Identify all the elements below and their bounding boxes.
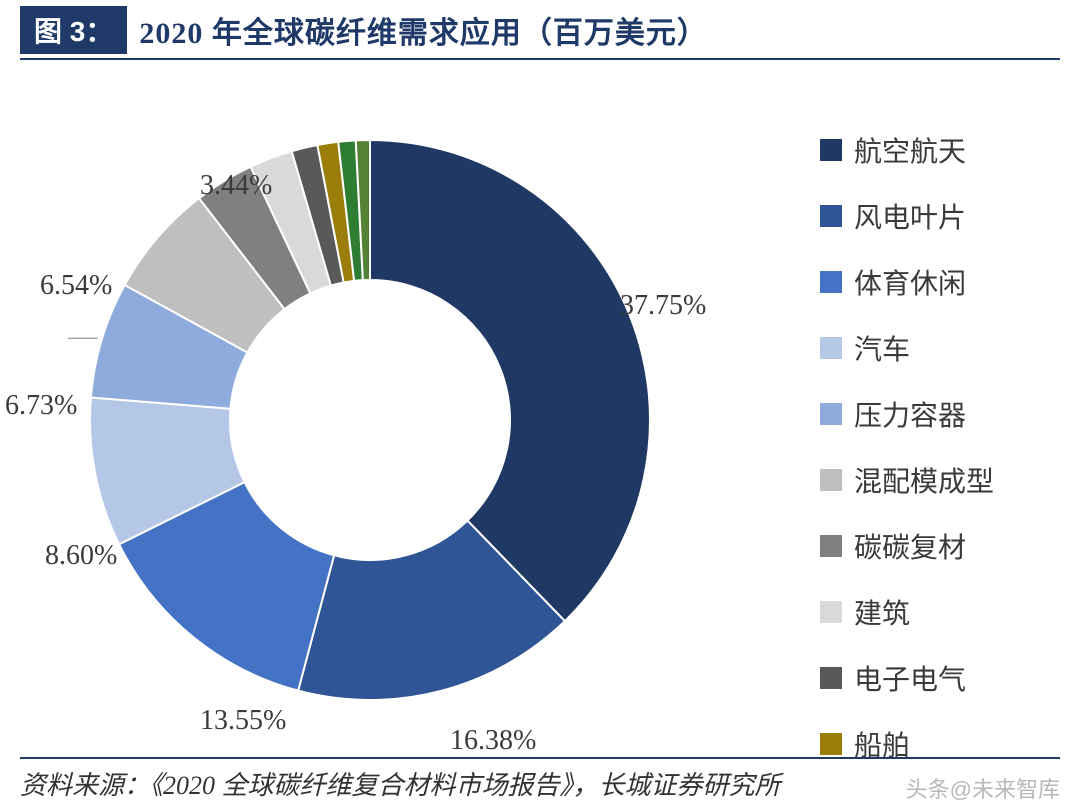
legend-label: 航空航天 [854,130,966,170]
legend-swatch [820,535,842,557]
legend-swatch [820,337,842,359]
legend-item: 压力容器 [820,394,1040,434]
slice-label: 6.73% [5,390,77,422]
legend-swatch [820,271,842,293]
legend-item: 电子电气 [820,658,1040,698]
donut-slice [370,140,650,621]
legend-label: 体育休闲 [854,262,966,302]
legend-label: 碳碳复材 [854,526,966,566]
legend-item: 体育休闲 [820,262,1040,302]
figure-header: 图 3： 2020 年全球碳纤维需求应用（百万美元） [20,0,1060,60]
slice-label: 13.55% [200,705,286,737]
slice-label: 8.60% [45,540,117,572]
slice-label: 3.44% [200,170,272,202]
legend-label: 混配模成型 [854,460,994,500]
legend-swatch [820,667,842,689]
legend-swatch [820,403,842,425]
slice-label: 16.38% [450,725,536,757]
legend-swatch [820,601,842,623]
source-text: 资料来源：《2020 全球碳纤维复合材料市场报告》，长城证券研究所 [20,771,781,800]
legend-swatch [820,733,842,755]
legend-label: 电子电气 [854,658,966,698]
legend: 航空航天风电叶片体育休闲汽车压力容器混配模成型碳碳复材建筑电子电气船舶 [820,130,1040,790]
chart-area: 37.75%16.38%13.55%8.60%6.73%6.54%3.44% 航… [0,60,1080,760]
legend-item: 建筑 [820,592,1040,632]
legend-label: 压力容器 [854,394,966,434]
legend-item: 风电叶片 [820,196,1040,236]
legend-swatch [820,469,842,491]
legend-label: 风电叶片 [854,196,966,236]
figure-title: 2020 年全球碳纤维需求应用（百万美元） [139,8,708,52]
slice-label: 37.75% [620,290,706,322]
source-footer: 资料来源：《2020 全球碳纤维复合材料市场报告》，长城证券研究所 [20,757,1060,802]
legend-item: 碳碳复材 [820,526,1040,566]
legend-swatch [820,205,842,227]
donut-chart: 37.75%16.38%13.55%8.60%6.73%6.54%3.44% [60,110,680,730]
legend-item: 汽车 [820,328,1040,368]
legend-item: 混配模成型 [820,460,1040,500]
figure-badge: 图 3： [20,6,127,54]
legend-swatch [820,139,842,161]
legend-label: 建筑 [854,592,910,632]
slice-label: 6.54% [40,270,112,302]
legend-label: 汽车 [854,328,910,368]
legend-item: 航空航天 [820,130,1040,170]
watermark: 头条@未来智库 [906,772,1060,804]
